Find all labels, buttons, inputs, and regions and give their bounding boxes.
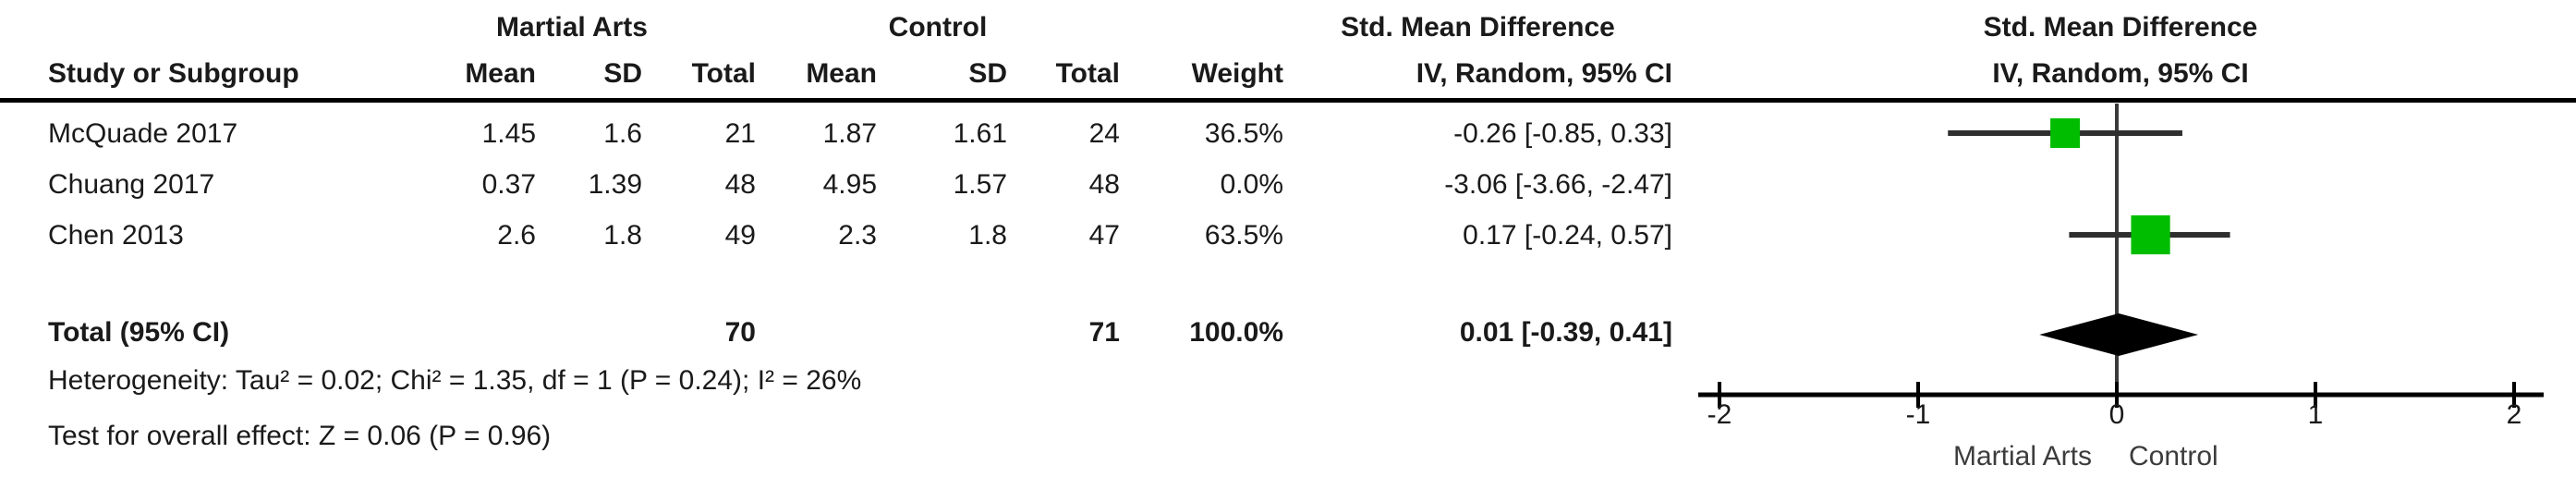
total-label: Total (95% CI) <box>48 317 230 348</box>
effect-ci-value: -0.26 [-0.85, 0.33] <box>1453 118 1672 149</box>
tick-label-2: 2 <box>2507 399 2522 430</box>
total-n-experimental: 70 <box>724 317 756 348</box>
pooled-diamond <box>2039 313 2199 356</box>
total-control: 47 <box>1088 220 1120 251</box>
sd-control: 1.8 <box>968 220 1007 251</box>
sd-control: 1.57 <box>953 169 1007 200</box>
plot-title: Std. Mean Difference <box>1983 12 2258 43</box>
sd-experimental: 1.8 <box>603 220 642 251</box>
effect-ci-value: -3.06 [-3.66, -2.47] <box>1444 169 1672 200</box>
col-mean-experimental: Mean <box>465 58 536 89</box>
favours-left-label: Martial Arts <box>1953 441 2092 472</box>
table-row: Chen 2013 2.6 1.8 49 2.3 1.8 47 63.5% 0.… <box>0 214 1672 258</box>
total-experimental: 21 <box>724 118 756 149</box>
tick-label-1: 1 <box>2308 399 2324 430</box>
col-weight: Weight <box>1191 58 1283 89</box>
table-row: McQuade 2017 1.45 1.6 21 1.87 1.61 24 36… <box>0 112 1672 156</box>
group-header-experimental: Martial Arts <box>496 12 648 43</box>
total-experimental: 49 <box>724 220 756 251</box>
col-study: Study or Subgroup <box>48 58 299 89</box>
plot-subtitle: IV, Random, 95% CI <box>1992 58 2249 89</box>
total-control: 48 <box>1088 169 1120 200</box>
header-divider <box>0 98 2576 103</box>
col-effect-ci: IV, Random, 95% CI <box>1416 58 1672 89</box>
col-sd-control: SD <box>968 58 1007 89</box>
sd-experimental: 1.39 <box>588 169 642 200</box>
mean-control: 2.3 <box>838 220 877 251</box>
col-sd-experimental: SD <box>603 58 642 89</box>
effect-ci-value: 0.17 [-0.24, 0.57] <box>1463 220 1672 251</box>
study-label: Chen 2013 <box>48 220 184 251</box>
table-row: Chuang 2017 0.37 1.39 48 4.95 1.57 48 0.… <box>0 163 1672 207</box>
total-n-control: 71 <box>1088 317 1120 348</box>
total-effect-ci: 0.01 [-0.39, 0.41] <box>1459 317 1672 348</box>
group-header-control: Control <box>888 12 988 43</box>
heterogeneity-text: Heterogeneity: Tau² = 0.02; Chi² = 1.35,… <box>48 365 862 396</box>
weight-value: 63.5% <box>1204 220 1283 251</box>
study-label: McQuade 2017 <box>48 118 238 149</box>
total-control: 24 <box>1088 118 1120 149</box>
weight-value: 36.5% <box>1204 118 1283 149</box>
favours-right-label: Control <box>2129 441 2218 472</box>
col-total-control: Total <box>1055 58 1120 89</box>
mean-experimental: 1.45 <box>481 118 536 149</box>
overall-effect-text: Test for overall effect: Z = 0.06 (P = 0… <box>48 421 552 451</box>
total-weight: 100.0% <box>1189 317 1283 348</box>
col-mean-control: Mean <box>806 58 877 89</box>
tick-label--2: -2 <box>1707 399 1732 430</box>
col-total-experimental: Total <box>691 58 756 89</box>
mean-control: 4.95 <box>822 169 877 200</box>
total-row: Total (95% CI) 70 71 100.0% 0.01 [-0.39,… <box>0 311 1672 355</box>
total-experimental: 48 <box>724 169 756 200</box>
effect-square-chen-2013 <box>2131 214 2170 255</box>
study-label: Chuang 2017 <box>48 169 215 200</box>
mean-control: 1.87 <box>822 118 877 149</box>
mean-experimental: 2.6 <box>497 220 536 251</box>
mean-experimental: 0.37 <box>481 169 536 200</box>
sd-experimental: 1.6 <box>603 118 642 149</box>
tick-label-0: 0 <box>2109 399 2125 430</box>
sd-control: 1.61 <box>953 118 1007 149</box>
tick-label--1: -1 <box>1906 399 1931 430</box>
effect-square-mcquade-2017 <box>2050 117 2081 149</box>
weight-value: 0.0% <box>1220 169 1283 200</box>
effect-column-title: Std. Mean Difference <box>1341 12 1615 43</box>
column-header-row: Study or Subgroup Mean SD Total Mean SD … <box>0 54 1672 94</box>
